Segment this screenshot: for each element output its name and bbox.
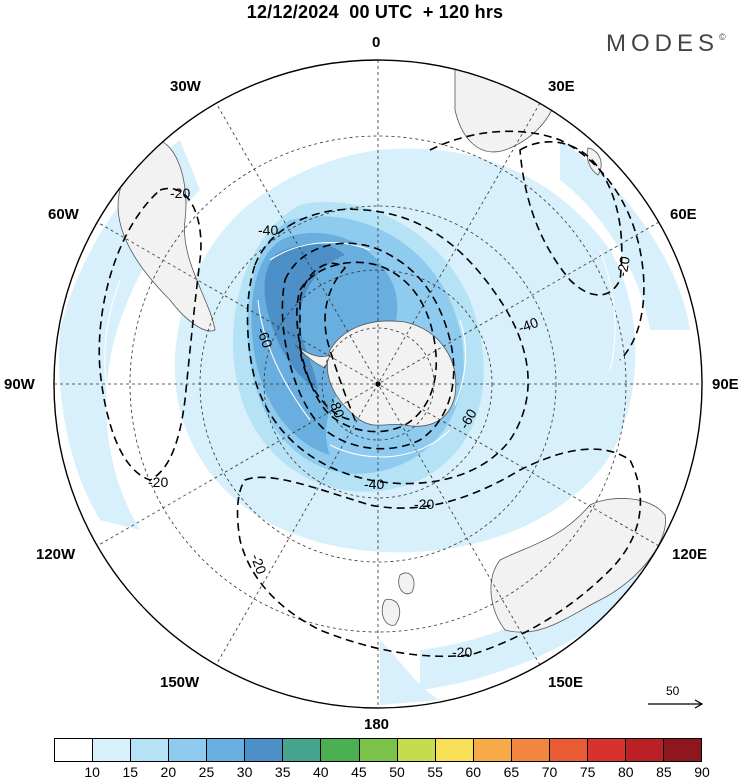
wind-vectors — [104, 242, 616, 458]
contour-label: -40 — [258, 222, 278, 238]
colorbar-tick-label: 45 — [351, 764, 367, 780]
lon-label-90w: 90W — [4, 376, 35, 393]
contour-label: -20 — [148, 474, 168, 490]
colorbar-swatch — [321, 739, 360, 761]
land-new-zealand-north — [398, 572, 415, 595]
colorbar-swatch — [549, 739, 588, 761]
wind-streamline-4 — [454, 319, 466, 406]
colorbar-swatch — [55, 739, 94, 761]
wind-streamline-6 — [104, 279, 121, 411]
lon-label-180: 180 — [364, 716, 390, 733]
land-new-zealand-south — [381, 598, 401, 626]
brand-name: MODES — [606, 30, 720, 57]
contour-label: -80 — [326, 395, 348, 420]
colorbar-tick-label: 15 — [122, 764, 139, 780]
lon-label-150e: 150E — [548, 674, 584, 691]
colorbar-tick-label: 40 — [313, 764, 329, 780]
colorbar-swatch — [625, 739, 664, 761]
contour-label: -20 — [414, 496, 434, 512]
contours — [98, 130, 645, 658]
contour-label: -20 — [248, 552, 270, 577]
map-title: 12/12/2024 00 UTC + 120 hrs — [246, 2, 504, 22]
contour-m20-south — [236, 448, 642, 658]
colorbar — [54, 738, 702, 762]
colorbar-tick-label: 20 — [160, 764, 177, 780]
land-south-america — [117, 139, 216, 332]
colorbar-tick-label: 35 — [274, 764, 291, 780]
shade-east-band — [560, 140, 690, 330]
map-boundary — [53, 59, 703, 709]
colorbar-swatch — [169, 739, 208, 761]
colorbar-tick-label: 65 — [503, 764, 520, 780]
contour-m40 — [246, 208, 529, 485]
colorbar-tick-label: 50 — [389, 764, 405, 780]
reference-vector-label: 50 — [666, 684, 680, 698]
brand-logo: MODES© — [606, 30, 726, 58]
wind-streamline-1 — [269, 242, 371, 261]
colorbar-swatch — [359, 739, 398, 761]
contour-m40-east — [519, 141, 623, 296]
colorbar-swatch — [397, 739, 436, 761]
lon-label-150w: 150W — [160, 674, 200, 691]
shade-west-band — [59, 140, 201, 530]
colorbar-tick-label: 10 — [84, 764, 100, 780]
colorbar-swatch — [435, 739, 474, 761]
wind-streamline-3 — [329, 429, 451, 458]
lon-label-120e: 120E — [672, 546, 708, 563]
contour-m60 — [281, 242, 455, 450]
colorbar-tick-label: 75 — [579, 764, 596, 780]
contour-label: -40 — [516, 314, 541, 336]
brand-copyright-mark: © — [719, 32, 726, 42]
colorbar-swatch — [93, 739, 132, 761]
contour-m60-inner — [296, 261, 437, 433]
contour-label: -40 — [364, 476, 384, 492]
contour-m20-north-east — [429, 130, 645, 361]
colorbar-tick-label: 55 — [427, 764, 443, 780]
colorbar-tick-label: 30 — [236, 764, 253, 780]
colorbar-swatch — [283, 739, 322, 761]
lon-label-120w: 120W — [36, 546, 76, 563]
contour-label: -20 — [170, 185, 190, 201]
shade-south-band — [380, 640, 440, 705]
lon-label-30w: 30W — [170, 78, 201, 95]
colorbar-ticks: 10 15 20 25 30 35 40 45 50 55 60 65 70 75 80 85 90 — [0, 764, 750, 782]
colorbar-swatch — [664, 739, 702, 761]
colorbar-swatch — [587, 739, 626, 761]
contour-m80 — [299, 262, 357, 421]
contour-label: -20 — [614, 255, 633, 278]
colorbar-swatch — [245, 739, 284, 761]
lon-label-60e: 60E — [670, 206, 697, 223]
colorbar-tick-label: 70 — [541, 764, 558, 780]
wind-streamline-2 — [257, 299, 311, 421]
colorbar-tick-label: 90 — [694, 764, 710, 780]
reference-vector-arrow — [648, 699, 704, 709]
colorbar-swatch — [131, 739, 170, 761]
contour-label-layer: -20 -20 -20 -20 -20 -20 -40 -40 -40 -60 … — [148, 185, 633, 660]
colorbar-swatch — [511, 739, 550, 761]
land — [117, 60, 666, 633]
contour-m20-west — [98, 187, 202, 481]
contour-label: -60 — [254, 325, 276, 350]
colorbar-tick-label: 25 — [198, 764, 215, 780]
lon-label-0: 0 — [372, 34, 381, 51]
colorbar-tick-label: 60 — [465, 764, 482, 780]
south-pole-dot — [375, 381, 381, 387]
map-disk-content — [54, 60, 702, 708]
lon-label-60w: 60W — [48, 206, 79, 223]
wind-streamline-5 — [599, 249, 616, 371]
colorbar-swatch — [207, 739, 246, 761]
colorbar-swatch — [473, 739, 512, 761]
contour-label: -20 — [452, 644, 472, 660]
lon-label-30e: 30E — [548, 78, 575, 95]
land-antarctic-peninsula — [294, 344, 331, 369]
colorbar-tick-label: 80 — [617, 764, 634, 780]
lon-label-90e: 90E — [712, 376, 739, 393]
colorbar-tick-label: 85 — [656, 764, 672, 780]
